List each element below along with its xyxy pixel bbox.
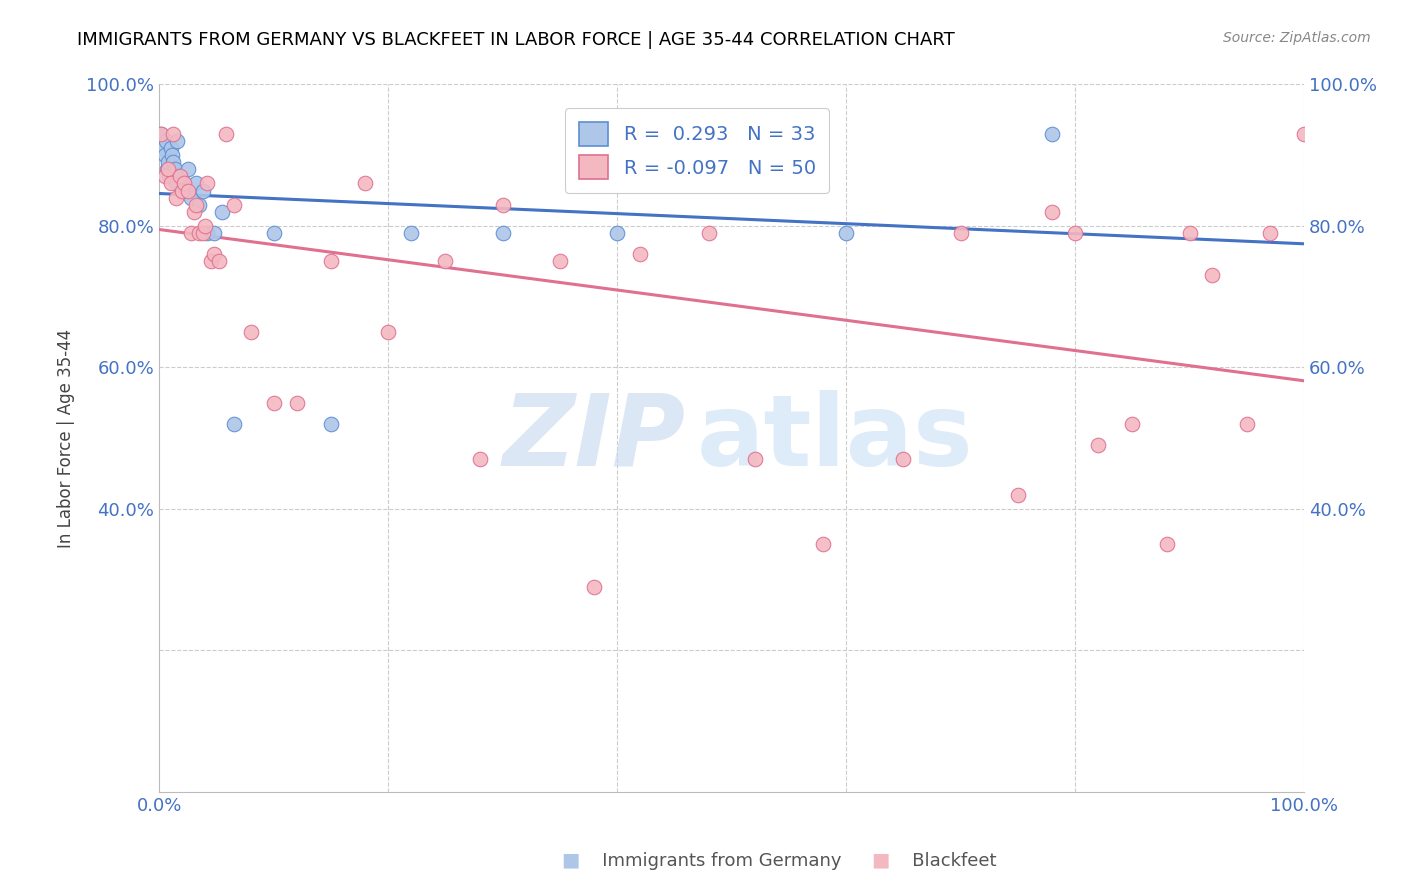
Point (468, 452, 491, 467)
Point (170, 184, 193, 198)
Point (159, 141, 181, 155)
Point (239, 325, 262, 339)
Point (195, 177, 218, 191)
Point (1040, 204, 1063, 219)
Point (697, 226, 720, 240)
Point (169, 169, 191, 184)
Point (354, 177, 377, 191)
Point (835, 226, 858, 240)
Point (208, 254, 231, 268)
Point (491, 197, 513, 211)
Point (811, 537, 834, 551)
Point (162, 127, 184, 141)
Point (156, 162, 179, 177)
Point (202, 226, 225, 240)
Point (159, 177, 181, 191)
Point (891, 452, 914, 467)
Point (1178, 226, 1201, 240)
Point (949, 226, 972, 240)
Point (165, 191, 187, 205)
Point (548, 254, 571, 268)
Point (162, 155, 184, 169)
Point (200, 254, 222, 268)
Point (191, 184, 214, 198)
Point (1258, 226, 1281, 240)
Point (184, 197, 207, 211)
Point (183, 204, 205, 219)
Point (1007, 488, 1029, 502)
Point (150, 127, 173, 141)
Point (155, 134, 177, 148)
Point (1236, 417, 1258, 431)
Point (157, 155, 180, 169)
Point (159, 169, 181, 184)
Point (180, 191, 202, 205)
Point (583, 580, 606, 594)
Point (399, 226, 422, 240)
Point (285, 395, 308, 409)
Point (165, 162, 187, 177)
Point (195, 226, 218, 240)
Point (222, 197, 245, 211)
Point (188, 197, 211, 211)
Point (744, 452, 766, 467)
Point (163, 169, 186, 184)
Point (153, 169, 176, 184)
Point (173, 177, 195, 191)
Point (211, 204, 233, 219)
Point (157, 162, 180, 177)
Point (319, 254, 342, 268)
Point (263, 226, 285, 240)
Point (1087, 438, 1109, 452)
Point (177, 162, 200, 177)
Point (606, 226, 628, 240)
Point (184, 177, 207, 191)
Text: ■: ■ (872, 851, 897, 870)
Point (263, 395, 285, 409)
Point (194, 219, 217, 233)
Point (1201, 268, 1223, 283)
Point (153, 148, 176, 162)
Text: Source: ZipAtlas.com: Source: ZipAtlas.com (1223, 31, 1371, 45)
Point (491, 226, 513, 240)
Text: Immigrants from Germany: Immigrants from Germany (562, 852, 842, 870)
Legend: R =  0.293   N = 33, R = -0.097   N = 50: R = 0.293 N = 33, R = -0.097 N = 50 (565, 108, 830, 193)
Point (434, 254, 457, 268)
Text: atlas: atlas (696, 390, 973, 486)
Text: Blackfeet: Blackfeet (872, 852, 997, 870)
Point (377, 325, 399, 339)
Point (160, 148, 183, 162)
Point (150, 127, 173, 141)
Point (180, 226, 202, 240)
Point (188, 226, 211, 240)
Point (169, 169, 191, 184)
Point (214, 127, 236, 141)
Point (1121, 417, 1143, 431)
Point (177, 184, 200, 198)
Point (1294, 127, 1316, 141)
Point (1064, 226, 1087, 240)
Point (1040, 127, 1063, 141)
Text: ZIP: ZIP (503, 390, 686, 486)
Text: IMMIGRANTS FROM GERMANY VS BLACKFEET IN LABOR FORCE | AGE 35-44 CORRELATION CHAR: IMMIGRANTS FROM GERMANY VS BLACKFEET IN … (77, 31, 955, 49)
Point (170, 184, 193, 198)
Y-axis label: In Labor Force | Age 35-44: In Labor Force | Age 35-44 (58, 328, 75, 548)
Text: ■: ■ (562, 851, 588, 870)
Point (165, 177, 187, 191)
Point (166, 134, 188, 148)
Point (191, 226, 214, 240)
Point (173, 177, 195, 191)
Point (1156, 537, 1178, 551)
Point (202, 247, 225, 261)
Point (152, 141, 174, 155)
Point (319, 417, 342, 431)
Point (222, 417, 245, 431)
Point (628, 247, 651, 261)
